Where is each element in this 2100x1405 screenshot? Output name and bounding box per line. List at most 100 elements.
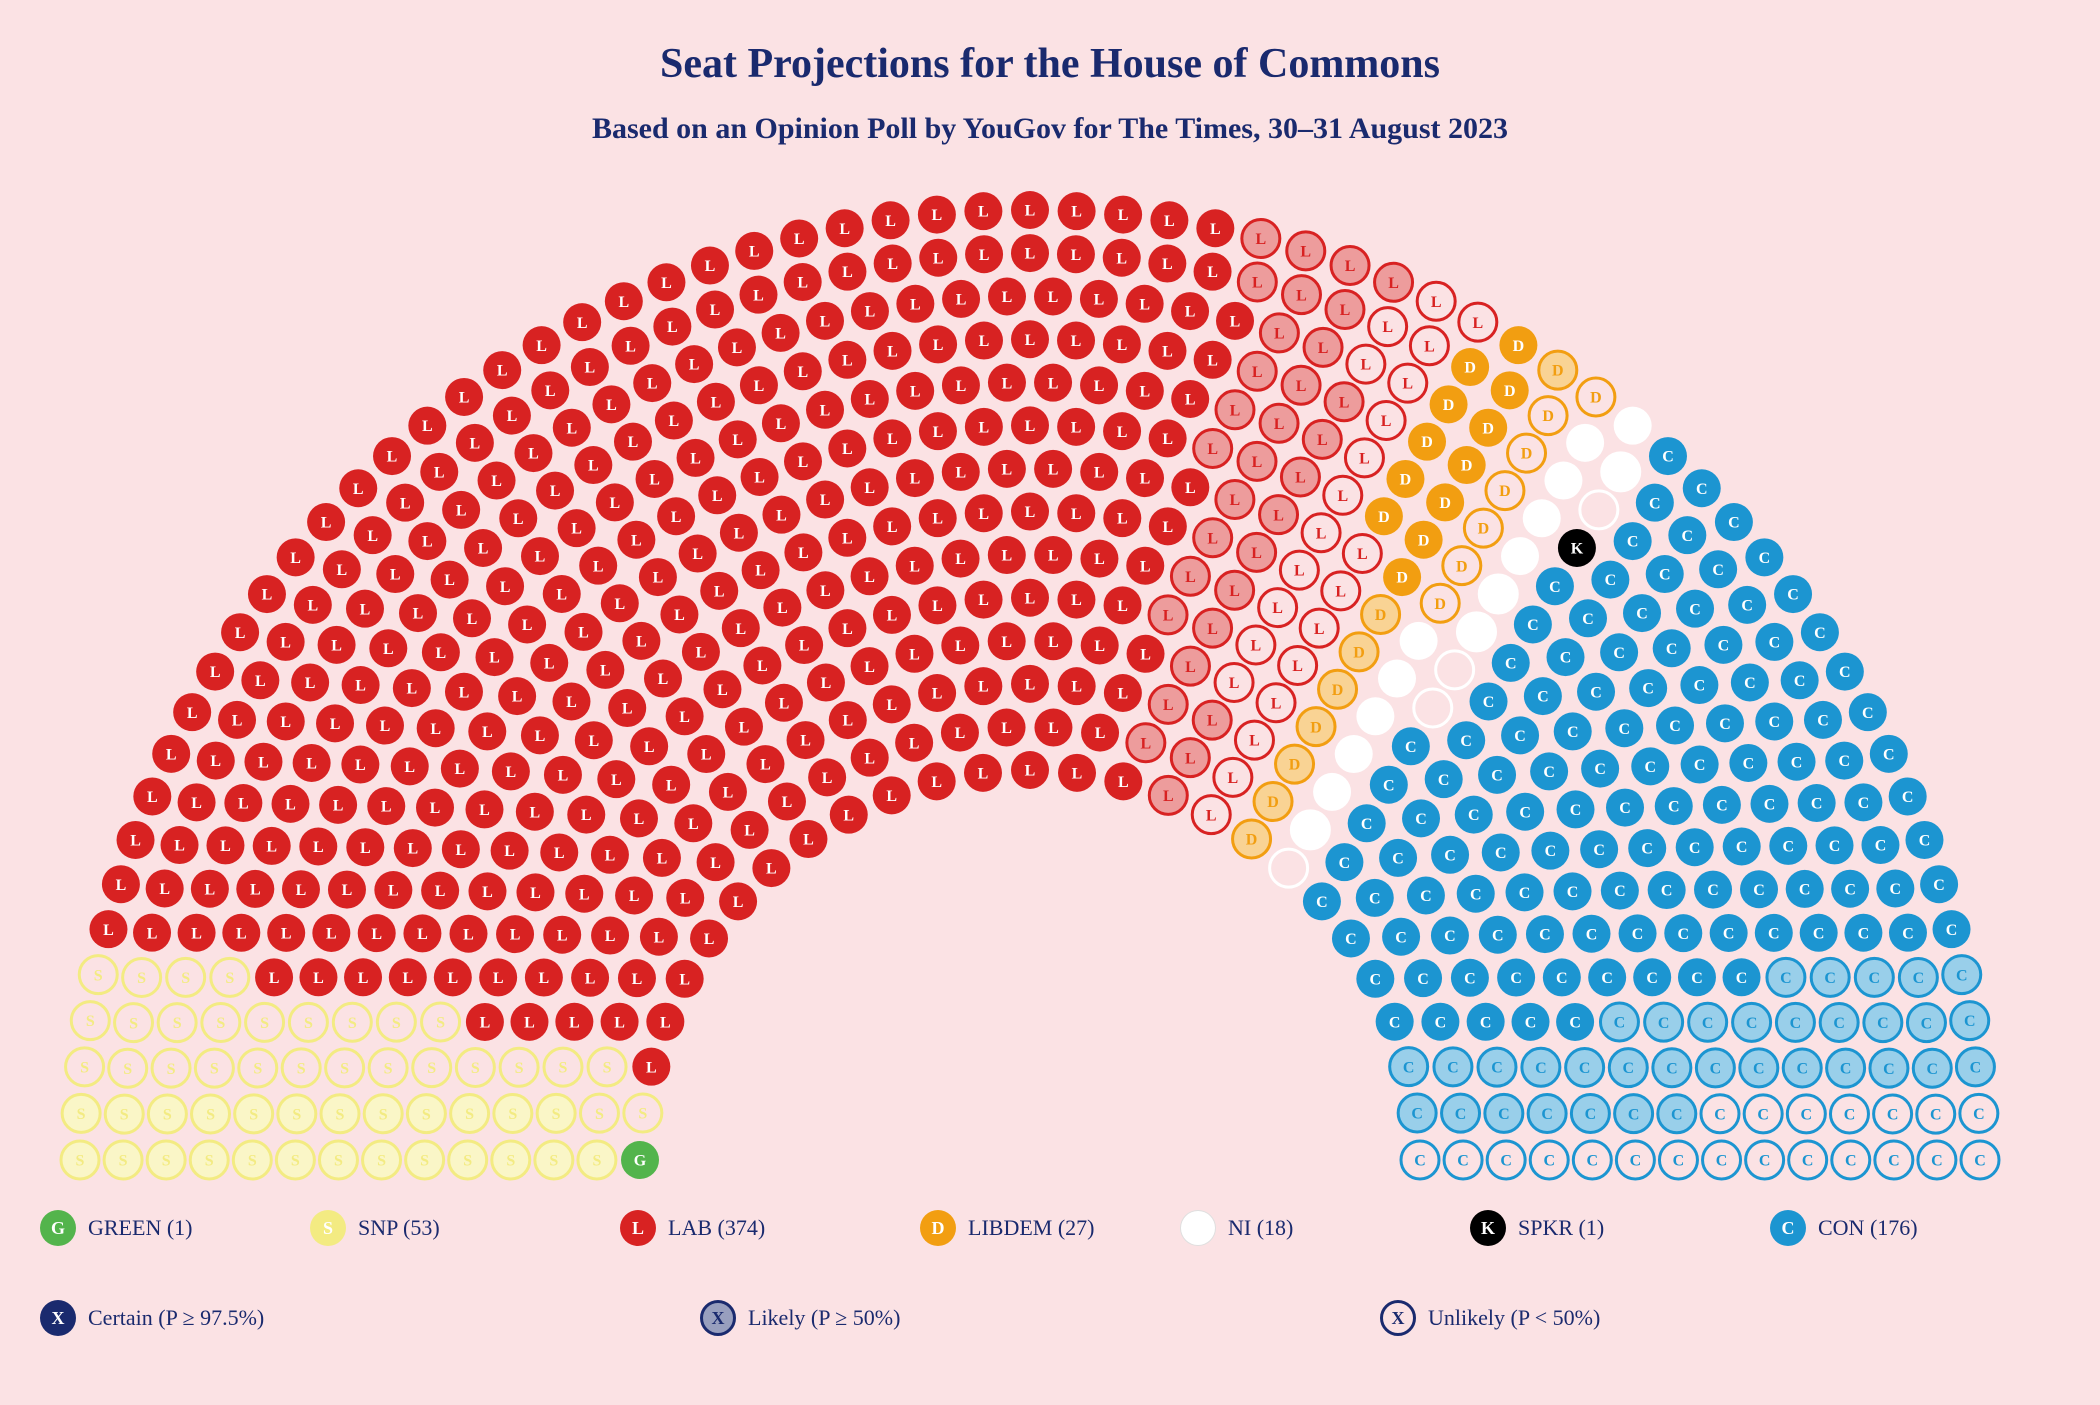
seat-letter: L [646, 1059, 657, 1076]
seat-letter: L [692, 546, 703, 563]
seat-letter: L [885, 213, 896, 230]
prob-item-likely: XLikely (P ≥ 50%) [700, 1300, 900, 1336]
seat-letter: S [137, 970, 146, 987]
seat-letter: L [307, 597, 318, 614]
seat-letter: C [1974, 1153, 1986, 1170]
seat-letter: L [701, 747, 712, 764]
seat-letter: C [1796, 1061, 1808, 1078]
seat-letter: C [1500, 1153, 1512, 1170]
legend-dot-libdem: D [920, 1210, 956, 1246]
seat-letter: D [1378, 509, 1390, 526]
seat-letter: L [355, 678, 366, 695]
seat-letter: L [1025, 504, 1036, 521]
seat-letter: S [80, 1059, 89, 1076]
seat-letter: C [1455, 1106, 1467, 1123]
seat-letter: C [1435, 1014, 1447, 1031]
seat-letter: S [422, 1106, 431, 1123]
seat-letter: L [711, 394, 722, 411]
seat-letter: L [1071, 592, 1082, 609]
seat-letter: L [1048, 461, 1059, 478]
seat-letter: C [1716, 1153, 1728, 1170]
seat-letter: L [147, 789, 158, 806]
seat-letter: L [1117, 424, 1128, 441]
seat-letter: C [1858, 925, 1870, 942]
seat-letter: L [232, 712, 243, 729]
seat-letter: C [1395, 929, 1407, 946]
seat-letter: L [1273, 507, 1284, 524]
seat-letter: C [1666, 1060, 1678, 1077]
seat-letter: G [634, 1153, 647, 1170]
seat-letter: C [1964, 1013, 1976, 1030]
seat-letter: L [1140, 471, 1151, 488]
seat-letter: L [933, 337, 944, 354]
seat-letter: C [1632, 926, 1644, 943]
seat-ni [1457, 613, 1495, 651]
seat-letter: L [1357, 546, 1368, 563]
seat-letter: C [1931, 1153, 1943, 1170]
seat-letter: L [1094, 292, 1105, 309]
seat-letter: L [1230, 313, 1241, 330]
seat-letter: L [422, 534, 433, 551]
seat-letter: L [657, 851, 668, 868]
seat-letter: L [1095, 725, 1106, 742]
seat-letter: C [1537, 689, 1549, 706]
seat-letter: L [1048, 375, 1059, 392]
legend-item-ni: NI (18) [1180, 1210, 1293, 1246]
seat-letter: L [235, 625, 246, 642]
seat-letter: L [1071, 247, 1082, 264]
seat-letter: L [931, 774, 942, 791]
seat-letter: L [1002, 289, 1013, 306]
seat-letter: C [1764, 796, 1776, 813]
seat-letter: S [123, 1061, 132, 1078]
seat-letter: C [1339, 855, 1351, 872]
seat-letter: C [1689, 601, 1701, 618]
seat-letter: L [536, 338, 547, 355]
seat-letter: L [842, 621, 853, 638]
seat-letter: L [717, 682, 728, 699]
seat-letter: C [1723, 926, 1735, 943]
seat-letter: L [1025, 590, 1036, 607]
seat-letter: L [413, 606, 424, 623]
seat-letter: L [333, 797, 344, 814]
seat-letter: C [1728, 515, 1740, 532]
seat-letter: L [1162, 343, 1173, 360]
seat-letter: L [1318, 340, 1329, 357]
seat-letter: C [1890, 881, 1902, 898]
seat-letter: L [618, 294, 629, 311]
seat-letter: C [1468, 807, 1480, 824]
seat-letter: S [348, 1015, 357, 1032]
seat-letter: L [390, 567, 401, 584]
seat-letter: C [1361, 816, 1373, 833]
seat-letter: L [660, 1014, 671, 1031]
seat-letter: C [1543, 1153, 1555, 1170]
seat-letter: S [163, 1107, 172, 1124]
seat-ni [1544, 462, 1582, 500]
seat-letter: C [1768, 925, 1780, 942]
seat-letter: S [377, 1153, 386, 1170]
seat-letter: L [290, 550, 301, 567]
seat-letter: L [1272, 600, 1283, 617]
seat-letter: C [1470, 886, 1482, 903]
seat-letter: C [1658, 1015, 1670, 1032]
seat-letter: L [1117, 598, 1128, 615]
seat-letter: S [304, 1015, 313, 1032]
seat-letter: L [554, 845, 565, 862]
seat-letter: L [628, 434, 639, 451]
seat-letter: L [459, 390, 470, 407]
legend-label-con: CON (176) [1818, 1215, 1918, 1241]
seat-letter: L [480, 1015, 491, 1032]
seat-letter: L [1388, 275, 1399, 292]
seat-letter: L [671, 509, 682, 526]
seat-letter: L [779, 695, 790, 712]
seat-letter: L [1048, 634, 1059, 651]
seat-letter: C [1411, 1106, 1423, 1123]
seat-letter: C [1345, 931, 1357, 948]
seat-letter: C [1636, 606, 1648, 623]
seat-letter: C [1586, 926, 1598, 943]
seat-letter: C [1921, 1015, 1933, 1032]
seat-letter: L [865, 304, 876, 321]
seat-letter: L [497, 363, 508, 380]
seat-letter: L [1118, 686, 1129, 703]
seat-letter: L [585, 970, 596, 987]
seat-letter: L [383, 641, 394, 658]
